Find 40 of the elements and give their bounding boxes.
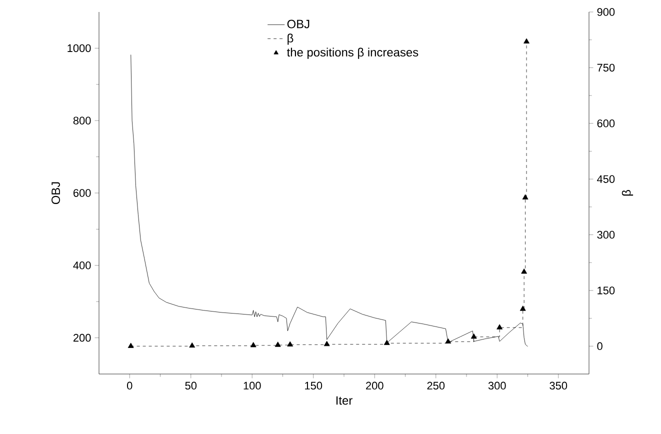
legend-label: β bbox=[288, 34, 294, 45]
y2-tick-label: 150 bbox=[598, 286, 615, 294]
y2-tick-label: 450 bbox=[597, 175, 615, 183]
x-tick-label: 0 bbox=[127, 382, 132, 390]
point bbox=[384, 340, 390, 345]
point bbox=[324, 340, 330, 346]
point bbox=[445, 338, 452, 344]
y-tick-label: 600 bbox=[74, 189, 91, 197]
point bbox=[128, 342, 134, 348]
point bbox=[496, 324, 503, 330]
y-tick-label: 1000 bbox=[68, 44, 91, 52]
y2-tick-label: 300 bbox=[597, 230, 615, 239]
x-tick-label: 250 bbox=[427, 382, 445, 390]
point bbox=[520, 306, 526, 311]
point bbox=[274, 342, 281, 347]
legend-label: the positions β increases bbox=[286, 48, 418, 59]
x-axis-title: Iter bbox=[336, 396, 352, 405]
point bbox=[524, 38, 530, 44]
x-tick-label: 150 bbox=[305, 382, 322, 390]
y2-axis-title: β bbox=[622, 190, 634, 196]
x-tick-label: 350 bbox=[550, 382, 568, 390]
point bbox=[522, 194, 528, 200]
point bbox=[287, 341, 294, 346]
y-tick-label: 800 bbox=[73, 116, 91, 124]
y-tick-label: 200 bbox=[73, 334, 91, 342]
point bbox=[521, 268, 528, 274]
point bbox=[470, 333, 477, 339]
y-axis-title: OBJ bbox=[52, 182, 60, 204]
y-tick-label: 400 bbox=[73, 262, 91, 270]
legend-label: OBJ bbox=[287, 20, 310, 28]
point bbox=[189, 342, 196, 348]
x-tick-label: 200 bbox=[366, 382, 384, 390]
point bbox=[250, 342, 256, 348]
x-tick-label: 300 bbox=[488, 382, 506, 390]
y2-tick-label: 0 bbox=[597, 342, 602, 350]
y2-tick-label: 600 bbox=[597, 120, 615, 128]
x-tick-label: 50 bbox=[185, 382, 197, 390]
x-tick-label: 100 bbox=[244, 382, 261, 390]
y2-tick-label: 900 bbox=[597, 8, 615, 16]
y2-tick-label: 750 bbox=[597, 64, 615, 72]
